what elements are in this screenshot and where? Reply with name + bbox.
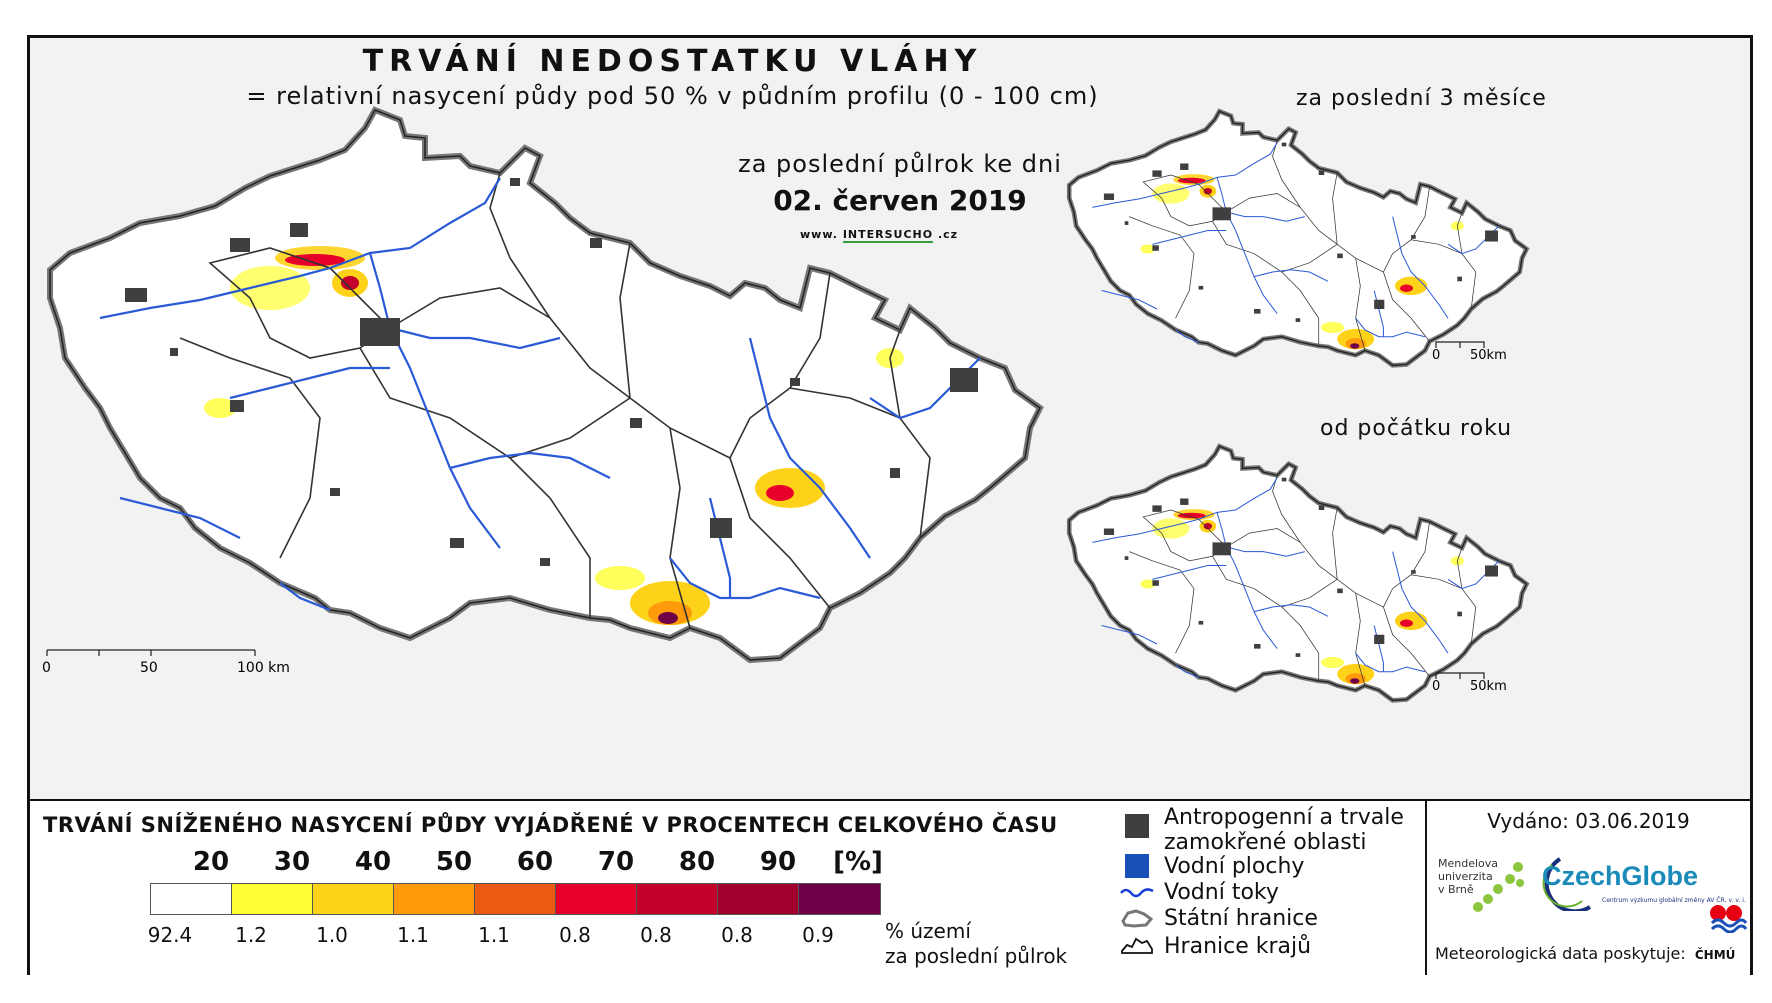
anthropogenic-label-1: Antropogenní a trvale (1164, 805, 1404, 830)
region-border-icon (1120, 933, 1154, 959)
issued-date: Vydáno: 03.06.2019 (1487, 809, 1690, 833)
pct-unit-label: % území za poslední půlrok (885, 919, 1067, 969)
pct-label-line1: % území (885, 919, 971, 943)
main-scalebar (46, 649, 256, 656)
symbol-rivers: Vodní toky (1120, 879, 1279, 905)
czechglobe-logo: CzechGlobe Centrum výzkumu globální změn… (1530, 851, 1748, 933)
legend-swatch-7 (718, 884, 799, 914)
rivers-label: Vodní toky (1164, 879, 1279, 905)
symbol-water-bodies: Vodní plochy (1120, 853, 1304, 879)
scale-label-50: 50 (140, 660, 158, 676)
scale-label-100: 100 km (237, 660, 290, 676)
map-frame: 0 50 100 km 0 50km 0 50km TRVÁNÍ NEDOSTA… (27, 35, 1753, 975)
legend-title: TRVÁNÍ SNÍŽENÉHO NASYCENÍ PŮDY VYJÁDŘENÉ… (43, 813, 1058, 837)
pct-6: 0.8 (640, 923, 672, 947)
river-line-icon (1120, 879, 1154, 905)
anthropogenic-label-2: zamokřené oblasti (1164, 830, 1367, 855)
map-title: TRVÁNÍ NEDOSTATKU VLÁHY (362, 44, 983, 79)
legend-swatch-0 (151, 884, 232, 914)
legend-area: TRVÁNÍ SNÍŽENÉHO NASYCENÍ PŮDY VYJÁDŘENÉ… (30, 801, 1750, 975)
tick-50: 50 (435, 847, 473, 877)
mendel-line2: univerzita (1438, 870, 1493, 883)
meteo-label: Meteorologická data poskytuje: (1435, 944, 1686, 963)
legend-color-bar (150, 883, 881, 915)
legend-swatch-8 (799, 884, 880, 914)
map-subtitle: = relativní nasycení půdy pod 50 % v půd… (246, 82, 1099, 110)
legend-swatch-1 (232, 884, 313, 914)
inset-map-year (1069, 446, 1526, 700)
symbol-state-border: Státní hranice (1120, 905, 1318, 931)
pct-7: 0.8 (721, 923, 753, 947)
legend-swatch-3 (394, 884, 475, 914)
period-label: za poslední půlrok ke dni (738, 150, 1062, 178)
tick-40: 40 (354, 847, 392, 877)
state-border-icon (1120, 905, 1154, 931)
chmu-logo-icon (1710, 905, 1748, 933)
inset-title-3-months: za poslední 3 měsíce (1296, 86, 1547, 111)
mendel-dots-icon (1473, 862, 1524, 912)
pct-5: 0.8 (559, 923, 591, 947)
tick-80: 80 (678, 847, 716, 877)
region-border-label: Hranice krajů (1164, 933, 1312, 959)
maps-svg: 0 50 100 km 0 50km 0 50km (42, 38, 1750, 798)
map-area: 0 50 100 km 0 50km 0 50km TRVÁNÍ NEDOSTA… (30, 38, 1750, 798)
state-border-label: Státní hranice (1164, 905, 1318, 931)
mendel-logo: Mendelova univerzita v Brně (1438, 857, 1524, 912)
legend-ticks: 20 30 40 50 60 70 80 90 [%] (150, 847, 950, 877)
website-label: www. INTERSUCHO .cz (800, 228, 959, 243)
water-swatch-icon (1120, 853, 1154, 879)
date-label: 02. červen 2019 (773, 184, 1027, 217)
divider-horizontal (30, 799, 1750, 801)
divider-vertical (1425, 801, 1427, 975)
legend-percentages: 92.4 1.2 1.0 1.1 1.1 0.8 0.8 0.8 0.9 (147, 923, 970, 949)
mendel-line1: Mendelova (1438, 857, 1499, 870)
czechglobe-name: CzechGlobe (1542, 861, 1699, 891)
scale-label-0: 0 (42, 660, 51, 676)
symbol-anthropogenic: Antropogenní a trvale zamokřené oblasti (1120, 805, 1404, 855)
meteo-credit: Meteorologická data poskytuje: ČHMÚ (1435, 944, 1735, 963)
inset-title-year: od počátku roku (1320, 416, 1513, 441)
mendel-line3: v Brně (1438, 883, 1474, 896)
water-bodies-label: Vodní plochy (1164, 853, 1305, 879)
symbol-region-border: Hranice krajů (1120, 933, 1311, 959)
pct-8: 0.9 (802, 923, 834, 947)
czechglobe-arc-icon (1542, 857, 1592, 911)
tick-unit: [%] (833, 847, 883, 877)
inset2-scale-50: 50km (1470, 679, 1507, 694)
web-prefix: www. (800, 228, 838, 241)
web-suffix: .cz (937, 228, 959, 241)
legend-swatch-6 (637, 884, 718, 914)
tick-30: 30 (273, 847, 311, 877)
inset2-scale-0: 0 (1432, 679, 1440, 694)
pct-2: 1.0 (316, 923, 348, 947)
inset1-scale-0: 0 (1432, 348, 1440, 363)
urban-swatch-icon (1120, 813, 1154, 839)
czechglobe-sub: Centrum výzkumu globální změny AV ČR, v.… (1602, 897, 1746, 904)
pct-4: 1.1 (478, 923, 510, 947)
tick-90: 90 (759, 847, 797, 877)
web-name: INTERSUCHO (842, 228, 934, 243)
legend-swatch-5 (556, 884, 637, 914)
pct-0: 92.4 (147, 923, 193, 947)
inset-scalebar-2 (1435, 672, 1485, 679)
inset-scalebar-1 (1435, 341, 1485, 348)
pct-3: 1.1 (397, 923, 429, 947)
legend-swatch-2 (313, 884, 394, 914)
chmu-label: ČHMÚ (1694, 948, 1736, 962)
tick-20: 20 (192, 847, 230, 877)
legend-swatch-4 (475, 884, 556, 914)
tick-60: 60 (516, 847, 554, 877)
pct-label-line2: za poslední půlrok (885, 944, 1068, 968)
tick-70: 70 (597, 847, 635, 877)
pct-1: 1.2 (235, 923, 267, 947)
inset1-scale-50: 50km (1470, 348, 1507, 363)
